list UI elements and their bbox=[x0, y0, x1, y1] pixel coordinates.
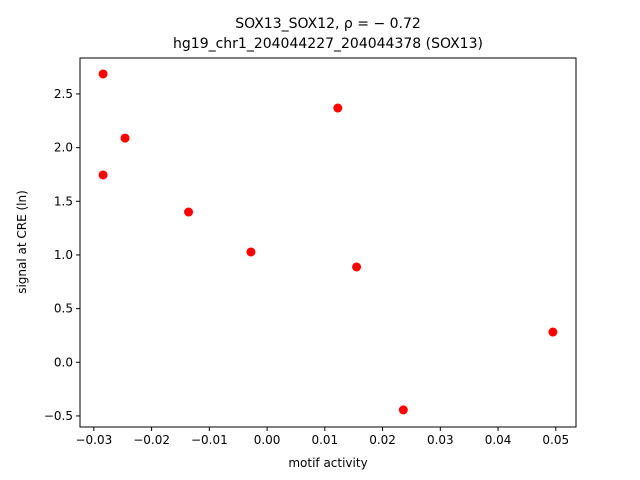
x-tick-label: 0.05 bbox=[542, 433, 569, 447]
y-tick-label: 2.0 bbox=[54, 141, 73, 155]
point bbox=[120, 133, 130, 143]
x-axis-label: motif activity bbox=[288, 456, 367, 470]
point bbox=[548, 327, 558, 337]
point bbox=[246, 247, 256, 257]
point bbox=[333, 103, 343, 113]
y-tick-label: −0.5 bbox=[44, 409, 73, 423]
x-tick-label: −0.03 bbox=[75, 433, 112, 447]
y-tick-label: 1.5 bbox=[54, 194, 73, 208]
chart-subtitle: hg19_chr1_204044227_204044378 (SOX13) bbox=[173, 36, 483, 52]
point bbox=[98, 170, 108, 180]
x-tick-label: 0.01 bbox=[311, 433, 338, 447]
x-tick-label: −0.01 bbox=[191, 433, 228, 447]
x-tick-label: 0.03 bbox=[427, 433, 454, 447]
y-tick-label: 0.0 bbox=[54, 355, 73, 369]
point bbox=[98, 69, 108, 79]
plot-frame bbox=[79, 57, 577, 428]
y-tick-label: 1.0 bbox=[54, 248, 73, 262]
x-tick-label: 0.04 bbox=[485, 433, 512, 447]
point bbox=[398, 405, 408, 415]
y-tick-label: 2.5 bbox=[54, 87, 73, 101]
chart-title: SOX13_SOX12, ρ = − 0.72 bbox=[235, 16, 421, 32]
y-axis-label: signal at CRE (ln) bbox=[15, 190, 29, 294]
x-tick-label: 0.02 bbox=[369, 433, 396, 447]
point bbox=[184, 207, 194, 217]
y-tick-label: 0.5 bbox=[54, 302, 73, 316]
x-tick-label: 0.00 bbox=[254, 433, 281, 447]
point bbox=[352, 262, 362, 272]
x-tick-label: −0.02 bbox=[133, 433, 170, 447]
